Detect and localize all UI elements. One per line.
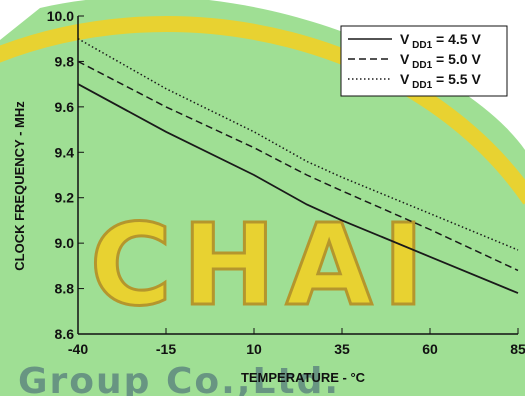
x-axis-title: TEMPERATURE - °C	[241, 370, 366, 385]
series-line-3	[77, 38, 519, 251]
legend-box	[340, 25, 508, 97]
y-axis-title: CLOCK FREQUENCY - MHz	[12, 101, 27, 271]
y-tick-label: 9.4	[55, 144, 75, 160]
legend: V DD1 = 4.5 VV DD1 = 5.0 VV DD1 = 5.5 V	[340, 25, 508, 97]
y-tick-label: 10.0	[47, 8, 74, 24]
x-tick-label: 35	[334, 341, 350, 357]
y-tick-label: 8.8	[55, 281, 75, 297]
x-tick-label: -15	[156, 341, 176, 357]
x-axis-ticks: -40 -15 10 35 60 85	[68, 328, 525, 357]
y-axis-ticks: 10.0 9.8 9.6 9.4 9.2 9.0 8.8 8.6	[47, 8, 84, 342]
y-tick-label: 9.6	[55, 99, 75, 115]
series-line-1	[77, 83, 519, 294]
legend-label-1: V DD1 = 4.5 V	[400, 31, 481, 51]
x-tick-label: 10	[246, 341, 262, 357]
watermark-arc	[0, 16, 525, 205]
legend-label-3: V DD1 = 5.5 V	[400, 71, 481, 91]
series-layer	[77, 38, 519, 294]
y-tick-label: 9.2	[55, 190, 75, 206]
x-tick-label: 60	[422, 341, 438, 357]
y-tick-label: 9.0	[55, 235, 75, 251]
plot-frame	[77, 16, 518, 335]
series-line-2	[77, 60, 519, 272]
y-tick-label: 8.6	[55, 326, 75, 342]
legend-label-2: V DD1 = 5.0 V	[400, 51, 481, 71]
y-tick-label: 9.8	[55, 53, 75, 69]
watermark-company-text: Group Co.,Ltd.	[18, 361, 340, 396]
x-tick-label: -40	[68, 341, 88, 357]
watermark-brand-text: CHAI	[90, 201, 434, 331]
x-tick-label: 85	[510, 341, 525, 357]
